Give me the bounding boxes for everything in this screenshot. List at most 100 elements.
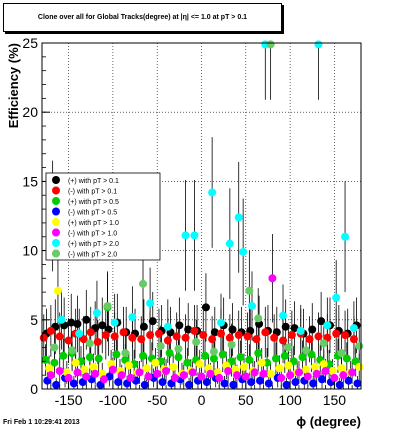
data-point: [339, 371, 348, 380]
data-point: [319, 339, 328, 348]
legend-label: (-) with pT > 1.0: [68, 231, 117, 238]
data-point: [128, 313, 137, 322]
data-point: [142, 364, 151, 373]
data-point: [103, 301, 112, 310]
legend-label: (-) with pT > 0.1: [68, 189, 117, 196]
legend: (+) with pT > 0.1 (-) with pT > 0.1 (+) wi…: [45, 172, 161, 261]
data-point: [310, 362, 319, 371]
data-point: [348, 368, 357, 377]
data-point: [234, 331, 243, 340]
data-point: [308, 325, 317, 334]
data-point: [202, 378, 211, 387]
data-point: [216, 329, 225, 338]
data-point: [314, 40, 323, 49]
data-point: [135, 368, 144, 377]
data-point: [121, 349, 130, 358]
data-point: [41, 355, 50, 364]
data-point: [112, 350, 121, 359]
data-point: [305, 335, 314, 344]
data-point: [266, 369, 275, 378]
data-point: [50, 343, 59, 352]
data-point: [195, 360, 204, 369]
data-point: [126, 373, 135, 382]
data-point: [89, 362, 98, 371]
data-point: [290, 324, 299, 333]
y-tick-label: 15: [22, 173, 38, 189]
data-point: [344, 376, 353, 385]
y-axis-ticks: 0 5 10 15 20 25: [22, 35, 50, 397]
data-point: [64, 336, 73, 345]
x-axis-ticks: -150 -100 -50 0 50 100 150: [50, 381, 353, 408]
data-point: [55, 332, 64, 341]
x-tick-label: 50: [238, 392, 254, 408]
data-point: [271, 354, 280, 363]
legend-label: (+) with pT > 1.0: [68, 220, 119, 227]
data-point: [254, 314, 263, 323]
legend-box: [45, 172, 161, 261]
data-point: [232, 371, 241, 380]
data-point: [284, 361, 293, 370]
data-point: [52, 380, 61, 389]
data-point: [261, 328, 270, 337]
data-point: [185, 380, 194, 389]
data-point: [298, 353, 307, 362]
data-point: [162, 367, 171, 376]
data-point: [156, 342, 165, 351]
data-point: [169, 362, 178, 371]
data-point: [247, 378, 256, 387]
data-point: [128, 333, 137, 342]
data-point: [137, 335, 146, 344]
data-point: [208, 335, 217, 344]
data-point: [319, 360, 328, 369]
data-point: [241, 372, 250, 381]
data-point: [165, 349, 174, 358]
data-point: [140, 380, 149, 389]
data-point: [174, 344, 183, 353]
data-point: [184, 325, 193, 334]
data-point: [302, 365, 311, 374]
data-point: [153, 369, 162, 378]
data-point: [175, 321, 184, 330]
data-point: [332, 329, 341, 338]
legend-marker: [52, 218, 60, 226]
timestamp: Fri Feb 1 10:29:41 2013: [3, 419, 80, 426]
data-point: [341, 232, 350, 241]
data-point: [218, 350, 227, 359]
legend-label: (+) with pT > 0.1: [68, 178, 119, 185]
data-point: [224, 367, 233, 376]
data-point: [259, 369, 268, 378]
data-point: [91, 369, 100, 378]
data-point: [270, 333, 279, 342]
data-point: [266, 40, 275, 49]
data-point: [139, 322, 148, 331]
data-point: [119, 328, 128, 337]
data-point: [280, 351, 289, 360]
data-point: [139, 351, 148, 360]
data-point: [252, 335, 261, 344]
data-point: [148, 317, 157, 326]
data-point: [332, 293, 341, 302]
data-point: [245, 286, 254, 295]
x-tick-label: 100: [278, 392, 302, 408]
data-point: [229, 380, 238, 389]
data-point: [330, 373, 339, 382]
data-point: [355, 342, 364, 351]
data-point: [321, 367, 330, 376]
x-tick-label: -100: [99, 392, 127, 408]
data-point: [335, 380, 344, 389]
data-point: [170, 373, 179, 382]
data-point: [53, 286, 62, 295]
x-tick-label: 0: [198, 392, 206, 408]
data-point: [337, 364, 346, 373]
data-point: [254, 349, 263, 358]
data-point: [59, 351, 68, 360]
data-point: [225, 239, 234, 248]
data-point: [68, 346, 77, 355]
data-point: [146, 331, 155, 340]
data-point: [98, 321, 107, 330]
data-point: [190, 231, 199, 240]
data-point: [108, 365, 117, 374]
data-point: [188, 368, 197, 377]
data-point: [114, 378, 123, 387]
